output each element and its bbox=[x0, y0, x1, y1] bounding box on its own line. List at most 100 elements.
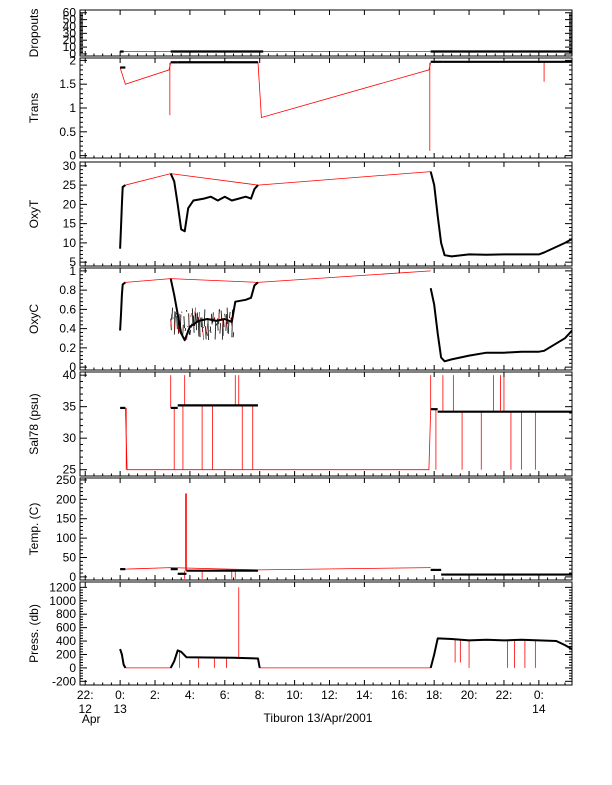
x-tick-label: 0: bbox=[115, 688, 125, 702]
y-tick-label: 800 bbox=[56, 607, 76, 621]
x-tick-label: 18: bbox=[426, 688, 443, 702]
data-curve bbox=[169, 278, 259, 342]
y-tick-label: 10 bbox=[63, 236, 77, 250]
y-tick-label: 100 bbox=[56, 531, 76, 545]
y-axis-label: Sal78 (psu) bbox=[27, 393, 41, 454]
y-axis-label: Press. (db) bbox=[27, 604, 41, 663]
y-tick-label: 1200 bbox=[49, 580, 76, 594]
x-tick-label: 4: bbox=[185, 688, 195, 702]
y-tick-label: 30 bbox=[63, 159, 77, 173]
panel-frame bbox=[79, 371, 573, 477]
y-tick-label: 30 bbox=[63, 26, 77, 40]
x-tick-label: 20: bbox=[461, 688, 478, 702]
x-tick-label: 22: bbox=[496, 688, 513, 702]
y-tick-label: 150 bbox=[56, 512, 76, 526]
panel-plot bbox=[120, 493, 572, 579]
data-curve bbox=[429, 287, 572, 363]
data-curve bbox=[169, 649, 261, 669]
y-tick-label: 30 bbox=[63, 431, 77, 445]
y-tick-label: 10 bbox=[63, 40, 77, 54]
y-tick-label: 25 bbox=[63, 178, 77, 192]
y-tick-label: 1 bbox=[69, 101, 76, 115]
x-tick-sublabel: 12 bbox=[79, 702, 93, 716]
y-tick-label: 400 bbox=[56, 634, 76, 648]
panel-6: 0 50 100 150 200 250 Temp. (C) bbox=[27, 473, 573, 584]
x-tick-label: 14: bbox=[356, 688, 373, 702]
y-axis-label: Dropouts bbox=[27, 9, 41, 58]
y-tick-label: -200 bbox=[52, 674, 76, 688]
y-tick-label: 0.2 bbox=[59, 341, 76, 355]
y-axis-label: Trans bbox=[27, 93, 41, 123]
x-tick-label: 8: bbox=[255, 688, 265, 702]
y-tick-label: 60 bbox=[63, 6, 77, 20]
y-tick-label: 0.5 bbox=[59, 125, 76, 139]
y-tick-label: 0 bbox=[69, 661, 76, 675]
y-axis-label: OxyT bbox=[27, 199, 41, 228]
y-tick-label: 200 bbox=[56, 492, 76, 506]
x-tick-label: 16: bbox=[391, 688, 408, 702]
y-tick-label: 40 bbox=[63, 19, 77, 33]
y-tick-label: 0.8 bbox=[59, 283, 76, 297]
y-tick-label: 50 bbox=[63, 551, 77, 565]
y-tick-label: 50 bbox=[63, 13, 77, 27]
panel-4: 0 0.2 0.4 0.6 0.8 1 OxyC bbox=[27, 264, 573, 374]
y-tick-label: 15 bbox=[63, 217, 77, 231]
interpolation-line bbox=[125, 171, 431, 186]
y-tick-label: 1 bbox=[69, 264, 76, 278]
panel-frame bbox=[79, 267, 573, 371]
y-axis-label: OxyC bbox=[27, 304, 41, 334]
y-tick-label: 1.5 bbox=[59, 77, 76, 91]
panel-plot bbox=[119, 587, 572, 669]
y-tick-label: 200 bbox=[56, 647, 76, 661]
panels-layer: 0102030405060Dropouts00.511.52Trans51015… bbox=[27, 6, 573, 688]
data-curve bbox=[429, 637, 572, 669]
y-tick-label: 0 bbox=[69, 360, 76, 374]
panel-plot bbox=[119, 171, 572, 258]
panel-2: 0 0.5 1 1.5 2 Trans bbox=[27, 53, 573, 163]
x-tick-label: 6: bbox=[220, 688, 230, 702]
figure-caption: Tiburon 13/Apr/2001 bbox=[264, 711, 373, 725]
panel-3: 5 10 15 20 25 30 OxyT bbox=[27, 159, 573, 269]
y-axis-label: Temp. (C) bbox=[27, 503, 41, 556]
x-tick-month-label: Apr bbox=[82, 712, 101, 726]
y-tick-label: 600 bbox=[56, 621, 76, 635]
x-tick-sublabel: 13 bbox=[113, 702, 127, 716]
panel-frame bbox=[79, 161, 573, 267]
y-tick-label: 35 bbox=[63, 400, 77, 414]
y-tick-label: 0 bbox=[69, 47, 76, 61]
y-tick-label: 0.4 bbox=[59, 322, 76, 336]
x-tick-label: 0: bbox=[534, 688, 544, 702]
data-curve bbox=[119, 281, 126, 331]
panel-plot bbox=[120, 375, 572, 471]
interpolation-line bbox=[125, 567, 431, 571]
data-curve bbox=[119, 648, 127, 669]
x-tick-sublabel: 14 bbox=[532, 702, 546, 716]
panel-plot bbox=[119, 60, 572, 151]
panel-plot bbox=[119, 270, 572, 363]
noise-band-red bbox=[170, 307, 233, 341]
y-tick-label: 0 bbox=[69, 570, 76, 584]
y-tick-label: 0 bbox=[69, 149, 76, 163]
y-tick-label: 250 bbox=[56, 473, 76, 487]
panel-5: 25 30 35 40 Sal78 (psu) bbox=[27, 368, 573, 477]
y-tick-label: 1000 bbox=[49, 594, 76, 608]
x-tick-label: 12: bbox=[321, 688, 338, 702]
x-tick-label: 22: bbox=[77, 688, 94, 702]
data-curve bbox=[119, 184, 126, 249]
y-tick-label: 20 bbox=[63, 197, 77, 211]
x-tick-label: 2: bbox=[150, 688, 160, 702]
data-curve bbox=[169, 173, 259, 233]
panel-frame bbox=[79, 477, 573, 581]
x-tick-label: 10: bbox=[286, 688, 303, 702]
panel-frame bbox=[79, 581, 573, 686]
y-tick-label: 0.6 bbox=[59, 302, 76, 316]
y-tick-label: 5 bbox=[69, 255, 76, 269]
y-tick-label: 2 bbox=[69, 53, 76, 67]
y-tick-label: 20 bbox=[63, 33, 77, 47]
y-tick-label: 25 bbox=[63, 463, 77, 477]
y-tick-label: 40 bbox=[63, 368, 77, 382]
